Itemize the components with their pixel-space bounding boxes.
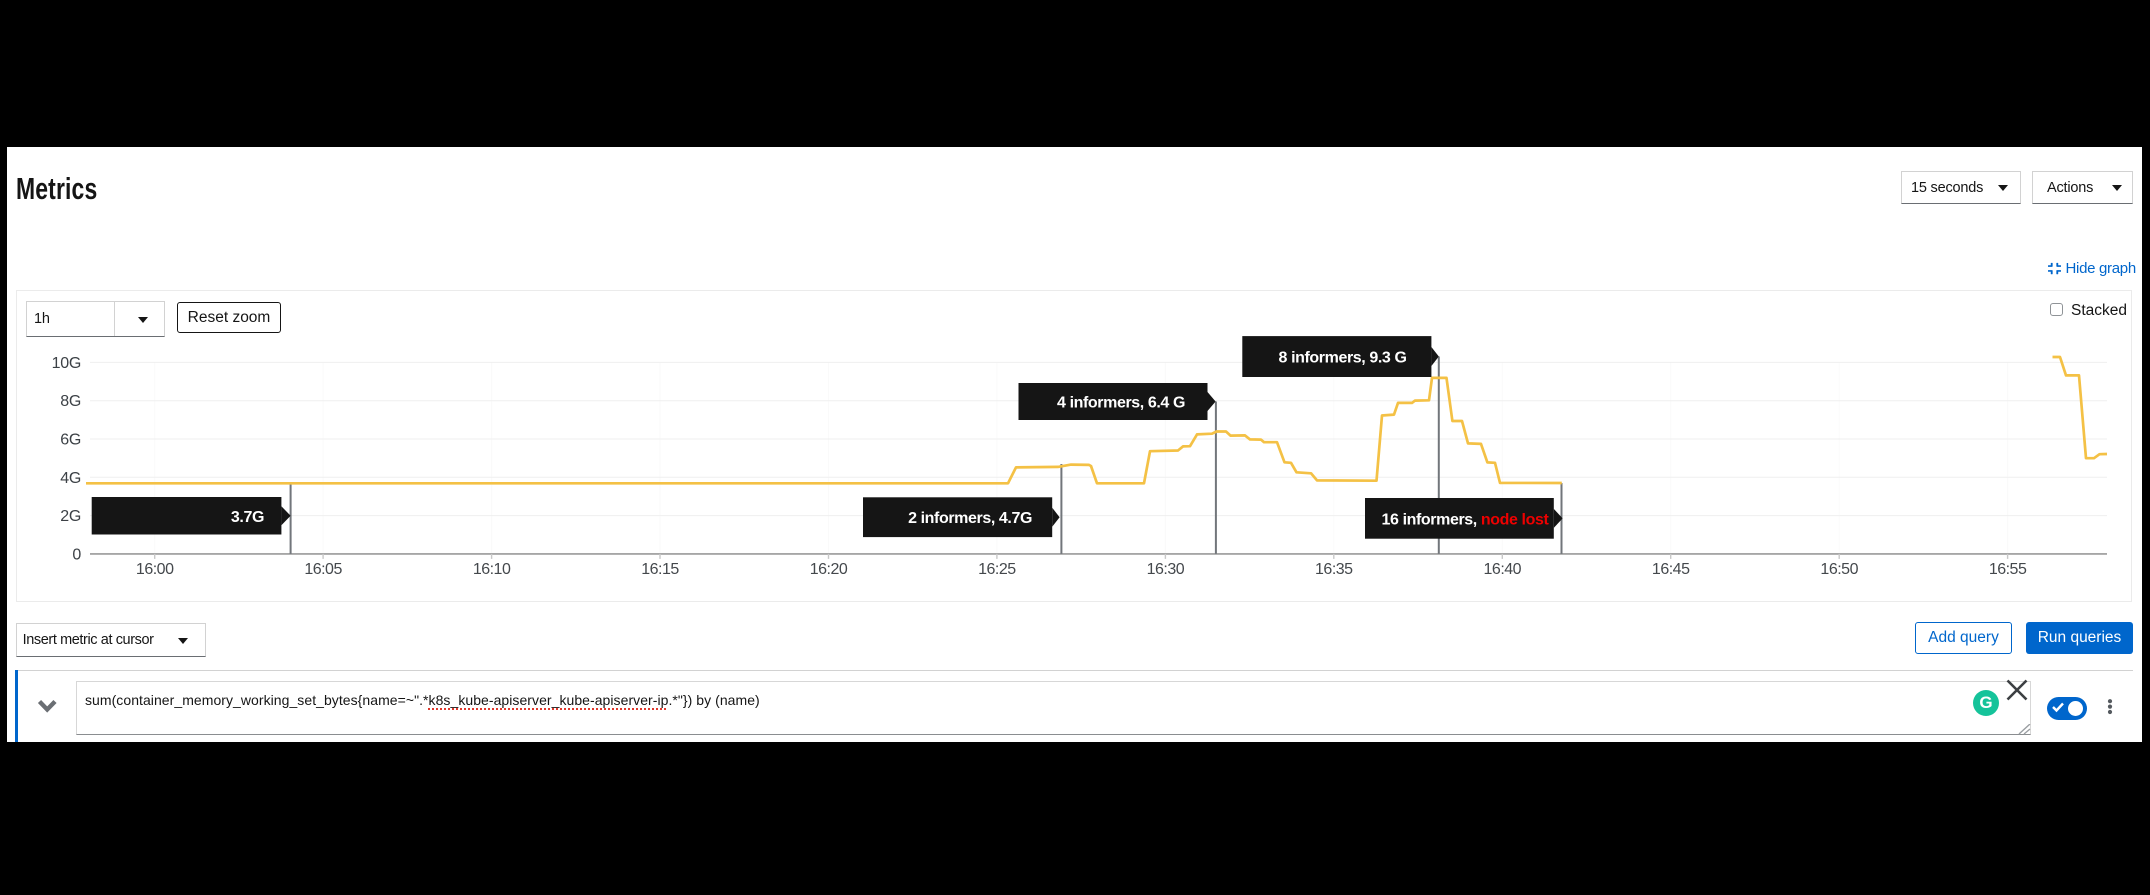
svg-text:4 informers, 6.4 G: 4 informers, 6.4 G <box>1057 395 1185 412</box>
svg-text:16:20: 16:20 <box>810 561 848 578</box>
svg-text:16:00: 16:00 <box>136 561 174 578</box>
svg-text:8G: 8G <box>60 393 81 410</box>
svg-text:16 informers, node lost: 16 informers, node lost <box>1382 511 1550 528</box>
svg-text:16:40: 16:40 <box>1484 561 1522 578</box>
svg-text:16:15: 16:15 <box>641 561 679 578</box>
svg-text:6G: 6G <box>60 432 81 449</box>
svg-text:10G: 10G <box>52 355 81 372</box>
svg-text:16:10: 16:10 <box>473 561 511 578</box>
svg-text:16:45: 16:45 <box>1652 561 1690 578</box>
svg-text:16:50: 16:50 <box>1820 561 1858 578</box>
svg-text:16:30: 16:30 <box>1147 561 1185 578</box>
svg-text:8 informers, 9.3 G: 8 informers, 9.3 G <box>1279 350 1407 367</box>
svg-text:0: 0 <box>72 546 81 563</box>
svg-text:2G: 2G <box>60 508 81 525</box>
svg-text:16:25: 16:25 <box>978 561 1016 578</box>
svg-text:16:55: 16:55 <box>1989 561 2027 578</box>
svg-text:2 informers, 4.7G: 2 informers, 4.7G <box>908 510 1032 527</box>
svg-text:3.7G: 3.7G <box>231 509 264 526</box>
svg-text:16:05: 16:05 <box>304 561 342 578</box>
svg-text:16:35: 16:35 <box>1315 561 1353 578</box>
svg-text:4G: 4G <box>60 470 81 487</box>
